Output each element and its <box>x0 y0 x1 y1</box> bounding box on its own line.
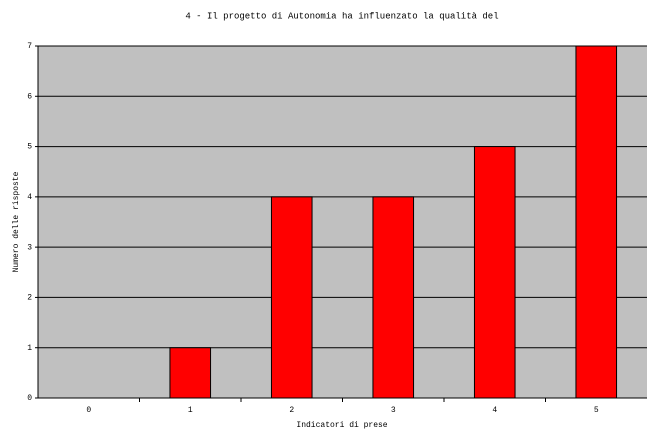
chart-title: 4 - Il progetto di Autonomia ha influenz… <box>185 11 498 21</box>
plot-area <box>38 46 647 398</box>
x-tick-label: 0 <box>86 406 91 415</box>
bar <box>575 45 618 399</box>
x-tick-label: 4 <box>492 406 497 415</box>
y-tick-label: 1 <box>27 344 32 353</box>
y-tick-label: 5 <box>27 143 32 152</box>
x-tick-label: 5 <box>594 406 599 415</box>
bar <box>372 196 415 399</box>
y-tick-label: 6 <box>27 92 32 101</box>
y-tick-label: 0 <box>27 394 32 403</box>
y-tick-label: 3 <box>27 243 32 252</box>
y-tick-label: 2 <box>27 294 32 303</box>
bar <box>169 347 212 399</box>
bar <box>473 146 516 399</box>
y-axis-label: Numero delle risposte <box>12 171 21 272</box>
x-axis-label: Indicatori di prese <box>296 421 387 430</box>
x-tick-label: 2 <box>289 406 294 415</box>
y-tick-label: 4 <box>27 193 32 202</box>
x-tick-label: 1 <box>188 406 193 415</box>
bar <box>270 196 313 399</box>
y-tick-label: 7 <box>27 42 32 51</box>
x-tick-label: 3 <box>391 406 396 415</box>
